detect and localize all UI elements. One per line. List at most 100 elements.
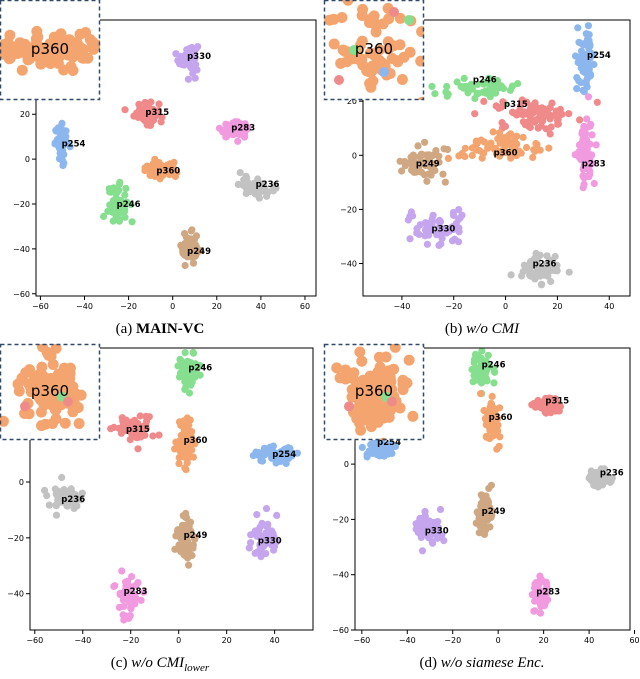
point-p246 (478, 371, 486, 379)
point-p249 (435, 152, 443, 160)
inset-point-p360 (42, 56, 54, 68)
point-p283 (583, 123, 591, 131)
point-p283 (535, 595, 543, 603)
point-p360 (188, 446, 196, 454)
point-p330 (455, 206, 463, 214)
cluster-label-p283: p283 (536, 587, 560, 597)
point-p315 (149, 432, 157, 440)
inset-point-p360 (13, 385, 25, 397)
inset-point-p360 (39, 45, 51, 57)
point-p236 (254, 175, 262, 183)
point-p315 (537, 122, 545, 130)
point-p360 (165, 165, 173, 174)
point-p283 (575, 141, 584, 149)
inset-point-p360 (328, 13, 340, 25)
y-tick-label: −40 (340, 260, 357, 269)
point-p249 (187, 227, 195, 235)
point-p246 (106, 188, 114, 196)
inset-point-p360 (50, 344, 62, 354)
x-tick-label: 60 (300, 302, 310, 311)
inset-points (0, 344, 87, 432)
cluster-label-p249: p249 (416, 159, 440, 169)
point-p330 (436, 218, 445, 226)
point-p236 (261, 187, 269, 195)
point-p283 (581, 172, 589, 180)
point-p236 (587, 476, 595, 485)
cluster-label-p246: p246 (117, 200, 141, 210)
point-p249 (185, 561, 193, 569)
point-p315 (546, 130, 554, 138)
point-p246 (460, 74, 468, 82)
point-p330 (183, 51, 191, 59)
point-p283 (592, 141, 600, 149)
point-p360 (185, 421, 193, 429)
point-p330 (451, 235, 459, 243)
point-p330 (272, 538, 280, 546)
point-p315 (520, 108, 528, 116)
point-p246 (128, 218, 136, 226)
inset-point-p360 (55, 35, 67, 47)
point-p246 (489, 76, 497, 84)
point-p236 (244, 179, 252, 187)
point-p254 (272, 459, 280, 467)
cluster-label-p360: p360 (494, 149, 518, 159)
point-p360 (506, 149, 514, 158)
point-p236 (41, 486, 49, 494)
point-p246 (112, 211, 120, 219)
cluster-label-p254: p254 (587, 51, 611, 61)
cluster-label-p254: p254 (272, 450, 296, 460)
x-tick-label: 0 (496, 636, 501, 645)
inset-point-p360 (0, 45, 8, 57)
inset-point-p360 (374, 376, 386, 388)
x-tick-label: 20 (222, 636, 232, 645)
inset-zoom-p360: p360 (0, 343, 101, 441)
point-p249 (189, 259, 198, 267)
point-p249 (405, 159, 414, 167)
point-p249 (181, 261, 189, 270)
point-p254 (586, 70, 595, 78)
point-p315 (533, 105, 541, 113)
point-p249 (189, 541, 197, 549)
point-p360 (182, 466, 190, 474)
inset-point-p360 (334, 372, 346, 384)
point-p236 (242, 172, 250, 180)
point-p249 (192, 232, 201, 240)
inset-point-p360 (394, 402, 406, 414)
point-p236 (545, 261, 553, 269)
inset-point-p360 (31, 25, 43, 37)
inset-point-p360 (372, 394, 384, 406)
inset-point-p360 (369, 48, 381, 60)
point-p315 (526, 105, 534, 113)
point-p246 (484, 351, 492, 359)
inset-points (331, 344, 419, 440)
point-p236 (78, 489, 86, 497)
point-p330 (416, 516, 424, 524)
point-p249 (192, 242, 200, 250)
point-p283 (131, 600, 139, 608)
point-p246 (181, 349, 189, 357)
point-p246 (100, 212, 108, 221)
point-p254 (575, 77, 583, 85)
x-tick-label: −20 (120, 302, 137, 311)
axes-frame (35, 19, 317, 297)
point-p249 (417, 160, 425, 168)
point-p315 (549, 400, 557, 408)
point-p249 (183, 514, 191, 522)
point-p330 (423, 221, 431, 229)
point-p254 (582, 30, 590, 38)
point-p360 (488, 403, 497, 411)
point-p315 (136, 412, 144, 420)
point-p246 (189, 349, 198, 357)
point-p254 (590, 60, 598, 69)
point-p330 (425, 231, 433, 239)
point-p360 (502, 140, 510, 148)
point-p249 (424, 170, 433, 178)
point-p330 (433, 231, 441, 239)
inset-point-p360 (385, 365, 397, 376)
inset-point-p360 (0, 415, 9, 427)
point-p246 (428, 82, 436, 90)
cluster-label-p246: p246 (473, 76, 497, 86)
point-p254 (571, 52, 580, 60)
point-p246 (443, 92, 451, 100)
inset-label: p360 (355, 382, 393, 400)
